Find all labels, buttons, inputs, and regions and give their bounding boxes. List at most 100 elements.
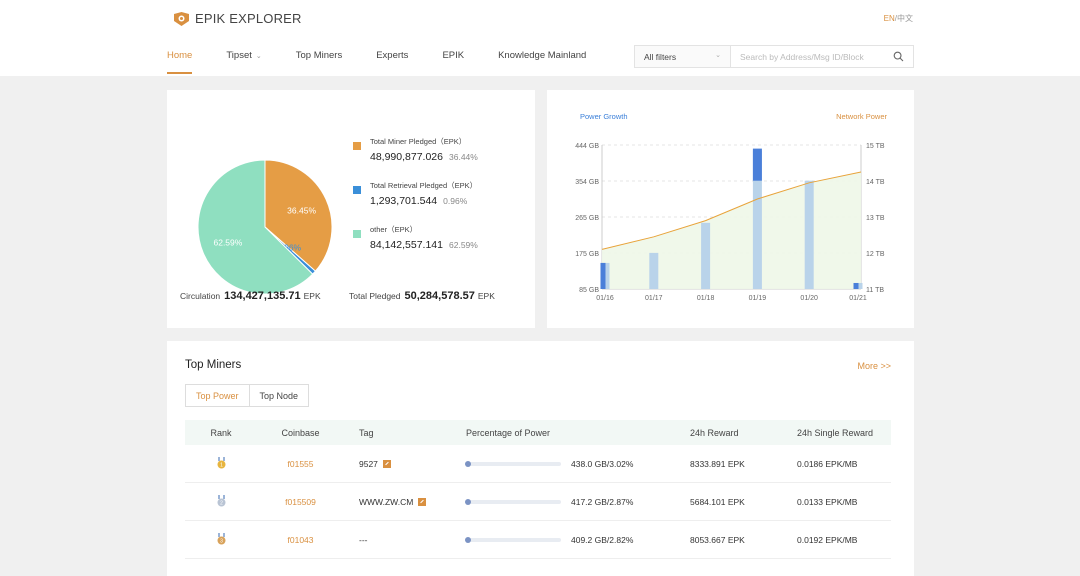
legend-item-other: other（EPK） 84,142,557.141 62.59% xyxy=(353,224,478,251)
search-input[interactable] xyxy=(731,46,881,67)
legend-label: Total Miner Pledged（EPK） xyxy=(370,137,467,146)
single-reward-24h: 0.0192 EPK/MB xyxy=(797,534,858,545)
top-miners-table: Rank Coinbase Tag Percentage of Power 24… xyxy=(185,420,891,559)
more-link[interactable]: More >> xyxy=(857,361,891,371)
bar-power-growth[interactable] xyxy=(701,222,711,289)
circulation-value: 134,427,135.71 xyxy=(224,290,301,302)
gold-medal-icon: 1 xyxy=(217,456,226,469)
edit-tag-icon[interactable] xyxy=(418,497,427,506)
edit-tag-icon[interactable] xyxy=(382,459,391,468)
legend-percent: 36.44% xyxy=(449,152,478,162)
legend-label: other（EPK） xyxy=(370,225,418,234)
nav-tipset-label: Tipset xyxy=(226,50,252,61)
power-percent: 417.2 GB/2.87% xyxy=(571,496,634,507)
power-percent: 409.2 GB/2.82% xyxy=(571,534,634,545)
nav-knowledge-mainland[interactable]: Knowledge Mainland xyxy=(498,50,586,74)
lang-zh[interactable]: 中文 xyxy=(897,14,913,23)
legend-value: 84,142,557.141 xyxy=(370,239,443,251)
bar-power-growth[interactable] xyxy=(649,252,659,289)
nav-home[interactable]: Home xyxy=(167,50,193,74)
pledge-distribution-card: 36.45% 0.96% 62.59% Total Miner Pledged（EP… xyxy=(167,90,535,328)
nav-epik-label: EPIK xyxy=(442,50,465,61)
x-tick-label: 01/16 xyxy=(596,295,614,302)
reward-24h: 8333.891 EPK xyxy=(690,458,745,469)
top-miners-card: Top Miners More >> Top Power Top Node Ra… xyxy=(167,341,914,576)
y-left-tick-label: 175 GB xyxy=(575,251,599,258)
single-reward-24h: 0.0133 EPK/MB xyxy=(797,496,858,507)
miner-tag: 9527 xyxy=(359,458,378,469)
circulation-summary: Circulation 134,427,135.71 EPK xyxy=(180,290,321,302)
legend-label: Total Retrieval Pledged（EPK） xyxy=(370,181,478,190)
reward-24h: 8053.667 EPK xyxy=(690,534,745,545)
coinbase-link[interactable]: f01555 xyxy=(287,458,314,469)
y-right-tick-label: 11 TB xyxy=(866,287,884,294)
reward-24h: 5684.101 EPK xyxy=(690,496,745,507)
nav-home-label: Home xyxy=(167,50,193,61)
pie-slice-label: 0.96% xyxy=(277,243,302,253)
legend-swatch xyxy=(353,230,361,238)
total-pledged-label: Total Pledged xyxy=(349,291,401,301)
legend-percent: 0.96% xyxy=(443,196,468,206)
pie-chart: 36.45% 0.96% 62.59% xyxy=(197,159,333,295)
y-left-tick-label: 85 GB xyxy=(579,287,599,294)
language-switcher[interactable]: EN/中文 xyxy=(884,13,913,24)
power-percent: 438.0 GB/3.02% xyxy=(571,458,634,469)
brand-logo[interactable]: EPIK EXPLORER xyxy=(173,11,302,26)
tab-top-power[interactable]: Top Power xyxy=(185,384,250,407)
network-power-line xyxy=(601,171,862,250)
tab-top-node[interactable]: Top Node xyxy=(249,384,310,407)
legend-item-miner-pledged: Total Miner Pledged（EPK） 48,990,877.026 3… xyxy=(353,136,478,163)
col-rank: Rank xyxy=(210,427,232,438)
legend-swatch xyxy=(353,142,361,150)
legend-swatch xyxy=(353,186,361,194)
circulation-unit: EPK xyxy=(303,291,321,301)
chevron-down-icon: ⌄ xyxy=(255,53,262,60)
silver-medal-icon: 2 xyxy=(217,494,226,507)
x-tick-label: 01/17 xyxy=(645,295,663,302)
pie-slice-miner-pledged[interactable] xyxy=(264,159,333,272)
epik-logo-icon xyxy=(173,11,190,26)
svg-text:1: 1 xyxy=(220,462,223,468)
legend-value: 48,990,877.026 xyxy=(370,151,443,163)
x-tick-label: 01/21 xyxy=(849,295,867,302)
filter-select[interactable]: All filters ⌄ xyxy=(634,45,731,68)
main-nav: Home Tipset ⌄ Top Miners Experts EPIK Kno… xyxy=(167,50,620,74)
lang-en[interactable]: EN xyxy=(883,14,895,23)
top-miners-tabs: Top Power Top Node xyxy=(185,384,310,407)
y-right-tick-label: 13 TB xyxy=(866,215,885,222)
svg-text:3: 3 xyxy=(220,538,223,544)
pie-slice-other[interactable] xyxy=(197,159,314,295)
legend-value: 1,293,701.544 xyxy=(370,195,438,207)
filter-select-value: All filters xyxy=(644,52,677,62)
bar-power-growth-highlight[interactable] xyxy=(853,282,859,289)
power-chart-card: Power Growth Network Power 85 GB 175 GB 26… xyxy=(547,90,914,328)
total-pledged-summary: Total Pledged 50,284,578.57 EPK xyxy=(349,290,495,302)
search-icon[interactable] xyxy=(893,51,904,62)
power-bar-marker xyxy=(465,499,471,506)
pie-slice-label: 36.45% xyxy=(287,205,316,215)
nav-tipset[interactable]: Tipset ⌄ xyxy=(226,50,261,74)
single-reward-24h: 0.0186 EPK/MB xyxy=(797,458,858,469)
table-row: 3 f01043 --- 409.2 GB/2.82% 8053.667 EPK… xyxy=(185,521,891,559)
bar-power-growth[interactable] xyxy=(752,150,762,289)
nav-experts[interactable]: Experts xyxy=(376,50,408,74)
power-bar xyxy=(465,461,561,468)
coinbase-link[interactable]: f015509 xyxy=(285,496,316,507)
nav-top-miners[interactable]: Top Miners xyxy=(296,50,342,74)
x-tick-label: 01/18 xyxy=(697,295,715,302)
circulation-label: Circulation xyxy=(180,291,221,301)
bar-power-growth-highlight[interactable] xyxy=(600,262,606,289)
x-tick-label: 01/19 xyxy=(749,295,767,302)
bar-power-growth[interactable] xyxy=(804,180,814,289)
coinbase-link[interactable]: f01043 xyxy=(287,534,314,545)
bar-power-growth-highlight[interactable] xyxy=(752,148,762,181)
x-tick-label: 01/20 xyxy=(800,295,818,302)
brand-name: EPIK EXPLORER xyxy=(195,11,302,26)
chart-legend-power-growth[interactable]: Power Growth xyxy=(580,112,628,121)
chart-legend-network-power[interactable]: Network Power xyxy=(836,112,887,121)
y-right-tick-label: 12 TB xyxy=(866,251,885,258)
miner-tag: --- xyxy=(359,534,368,545)
nav-epik[interactable]: EPIK xyxy=(442,50,464,74)
table-row: 2 f015509 WWW.ZW.CM 417.2 GB/2.87% 5684.… xyxy=(185,483,891,521)
nav-top-miners-label: Top Miners xyxy=(295,50,343,61)
